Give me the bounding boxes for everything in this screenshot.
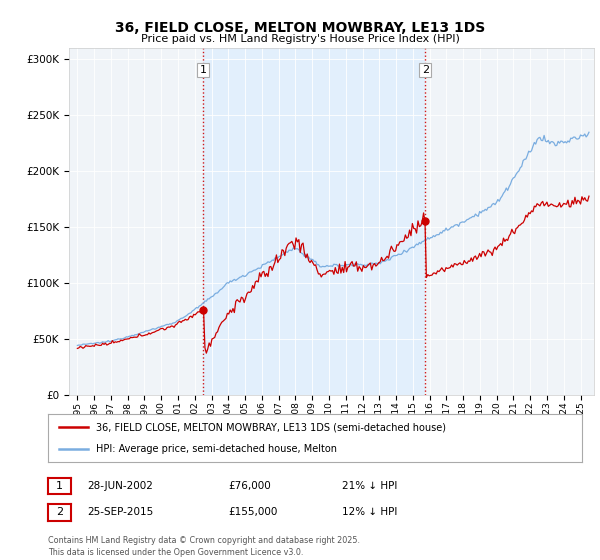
Text: 2: 2 bbox=[422, 65, 429, 75]
Text: 21% ↓ HPI: 21% ↓ HPI bbox=[342, 481, 397, 491]
Text: 25-SEP-2015: 25-SEP-2015 bbox=[87, 507, 153, 517]
Text: £76,000: £76,000 bbox=[228, 481, 271, 491]
Text: HPI: Average price, semi-detached house, Melton: HPI: Average price, semi-detached house,… bbox=[96, 444, 337, 454]
Text: Price paid vs. HM Land Registry's House Price Index (HPI): Price paid vs. HM Land Registry's House … bbox=[140, 34, 460, 44]
Bar bbox=[203, 48, 425, 395]
Text: 28-JUN-2002: 28-JUN-2002 bbox=[87, 481, 153, 491]
Text: Contains HM Land Registry data © Crown copyright and database right 2025.
This d: Contains HM Land Registry data © Crown c… bbox=[48, 536, 360, 557]
Text: 1: 1 bbox=[200, 65, 206, 75]
Text: 1: 1 bbox=[56, 481, 63, 491]
Text: 36, FIELD CLOSE, MELTON MOWBRAY, LE13 1DS: 36, FIELD CLOSE, MELTON MOWBRAY, LE13 1D… bbox=[115, 21, 485, 35]
Text: 2: 2 bbox=[56, 507, 63, 517]
Text: 12% ↓ HPI: 12% ↓ HPI bbox=[342, 507, 397, 517]
Text: £155,000: £155,000 bbox=[228, 507, 277, 517]
Text: 36, FIELD CLOSE, MELTON MOWBRAY, LE13 1DS (semi-detached house): 36, FIELD CLOSE, MELTON MOWBRAY, LE13 1D… bbox=[96, 422, 446, 432]
